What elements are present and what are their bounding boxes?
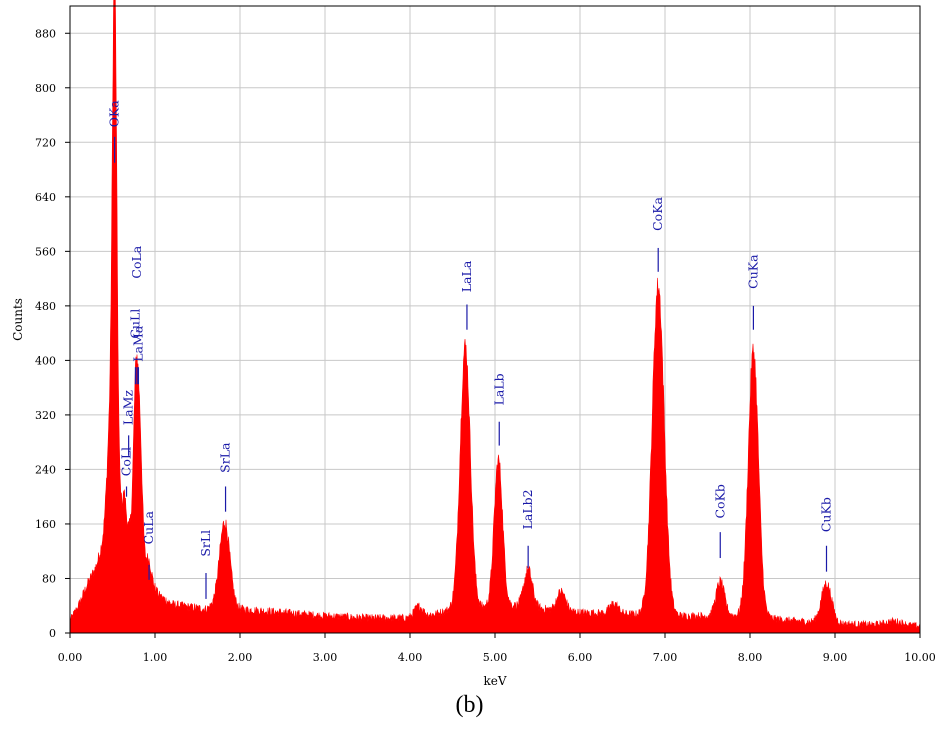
peak-label: CoKa — [650, 196, 665, 230]
y-tick-label: 880 — [35, 27, 56, 40]
y-tick-label: 480 — [35, 300, 56, 313]
peak-label: CoKb — [712, 484, 727, 518]
peak-label: LaLa — [459, 260, 474, 292]
x-tick-label: 5.00 — [483, 651, 508, 664]
x-tick-label: 7.00 — [653, 651, 678, 664]
peak-label: CuLa — [141, 510, 156, 544]
y-tick-label: 400 — [35, 354, 56, 367]
peak-label: LaMa — [130, 325, 145, 362]
y-tick-label: 560 — [35, 245, 56, 258]
x-tick-label: 0.00 — [58, 651, 83, 664]
y-tick-label: 160 — [35, 518, 56, 531]
peak-label: CuKb — [819, 497, 834, 532]
peak-label: LaLb — [491, 373, 506, 405]
x-tick-label: 6.00 — [568, 651, 593, 664]
eds-spectrum-chart: 0.00 1.00 2.00 3.00 4.00 5.00 6.00 7.00 8.00 9.00… — [11, 0, 936, 688]
y-tick-label: 320 — [35, 409, 56, 422]
x-tick-label: 10.00 — [904, 651, 936, 664]
y-axis-ticks: 0 80 160 240 320 400 480 560 640 720 800 880 — [35, 27, 70, 640]
peak-label: CoLl — [119, 447, 134, 476]
y-tick-label: 80 — [42, 572, 56, 585]
x-tick-label: 2.00 — [228, 651, 253, 664]
x-tick-label: 8.00 — [738, 651, 763, 664]
peak-label: LaMz — [121, 390, 136, 426]
spectrum-fill — [69, 0, 921, 634]
y-tick-label: 800 — [35, 82, 56, 95]
peak-label: LaLb2 — [520, 489, 535, 529]
x-tick-label: 1.00 — [143, 651, 168, 664]
y-tick-label: 720 — [35, 136, 56, 149]
y-tick-label: 640 — [35, 191, 56, 204]
y-tick-label: 240 — [35, 463, 56, 476]
peak-label: SrLl — [198, 530, 213, 557]
peak-label: SrLa — [218, 442, 233, 473]
peak-label: CuKa — [745, 254, 760, 289]
peak-label: CuLl — [127, 309, 142, 339]
x-tick-label: 4.00 — [398, 651, 423, 664]
figure-caption: (b) — [455, 692, 484, 718]
y-axis-label: Counts — [11, 298, 25, 341]
x-axis-label: keV — [483, 674, 506, 688]
x-axis-ticks: 0.00 1.00 2.00 3.00 4.00 5.00 6.00 7.00 8.00 9.00… — [58, 633, 936, 664]
y-tick-label: 0 — [49, 627, 56, 640]
x-tick-label: 9.00 — [823, 651, 848, 664]
x-tick-label: 3.00 — [313, 651, 338, 664]
peak-label: CoLa — [129, 245, 144, 278]
spectrum-area — [69, 0, 921, 634]
peak-label: OKa — [107, 100, 122, 128]
